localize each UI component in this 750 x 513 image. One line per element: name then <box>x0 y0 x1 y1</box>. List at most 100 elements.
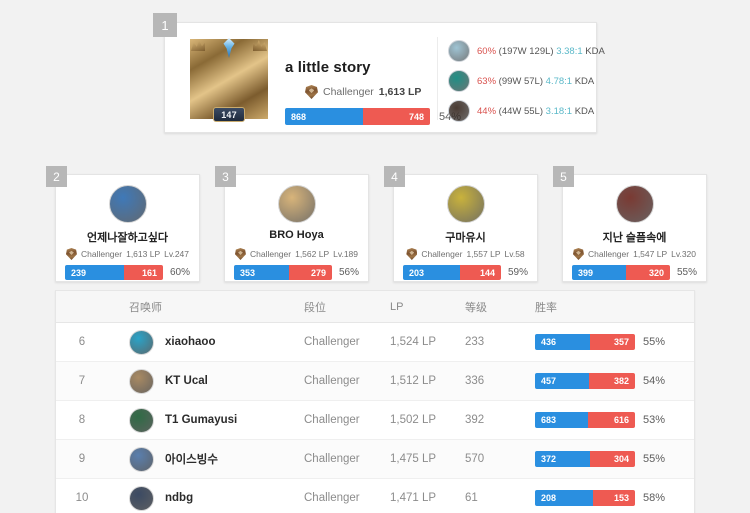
summoner-name[interactable]: a little story <box>285 59 371 76</box>
avatar[interactable] <box>129 329 154 355</box>
champion-kda-label: KDA <box>582 45 605 57</box>
tier-label: Challenger <box>587 249 630 259</box>
header-tier[interactable]: 段位 <box>304 301 326 314</box>
win-loss-bar: 399 320 <box>572 265 670 280</box>
champion-icon[interactable] <box>448 40 470 62</box>
avatar[interactable] <box>129 407 154 433</box>
summoner-name[interactable]: T1 Gumayusi <box>165 414 238 426</box>
winrate-percent: 59% <box>507 267 528 278</box>
level-value: Lv.189 <box>333 249 359 259</box>
rank-3-card[interactable]: 3 BRO Hoya Challenger 1,562 LP Lv.189 353 279 5… <box>215 166 369 282</box>
frame-ornament-left-icon <box>191 40 205 51</box>
lp-value: 1,547 LP <box>633 249 668 259</box>
cell-summoner[interactable]: 아이스빙수 <box>108 446 304 472</box>
champion-icon[interactable] <box>448 70 470 92</box>
summoner-name[interactable]: 아이스빙수 <box>165 454 218 466</box>
wins-segment: 399 <box>572 265 627 280</box>
win-loss-bar: 239 161 <box>65 265 163 280</box>
cell-rank: 8 <box>78 414 86 426</box>
cell-level: 570 <box>465 453 485 465</box>
cell-summoner[interactable]: KT Ucal <box>108 368 304 394</box>
cell-summoner[interactable]: xiaohaoo <box>108 329 304 355</box>
cell-level: 392 <box>465 414 485 426</box>
avatar[interactable] <box>615 185 654 223</box>
wins-segment: 868 <box>285 108 363 125</box>
challenger-emblem-icon <box>234 248 246 260</box>
cell-level: 233 <box>465 336 485 348</box>
winrate-percent: 56% <box>338 267 359 278</box>
winrate-percent: 60% <box>169 267 190 278</box>
winrate-percent: 58% <box>643 492 666 504</box>
winrate-bar-row: 353 279 56% <box>234 265 359 280</box>
winrate-bar-row: 868 748 54% <box>285 108 461 125</box>
tier-line: Challenger 1,613 LP <box>305 85 421 99</box>
level-value: Lv.320 <box>671 249 697 259</box>
champion-stat-text: 63% (99W 57L) 4.78:1 KDA <box>477 76 594 87</box>
wins-segment: 353 <box>234 265 289 280</box>
summoner-name[interactable]: BRO Hoya <box>269 229 324 241</box>
table-row[interactable]: 7 KT Ucal Challenger 1,512 LP 336 457 382 54% <box>56 362 694 401</box>
header-summoner[interactable]: 召唤师 <box>129 301 162 314</box>
table-row[interactable]: 8 T1 Gumayusi Challenger 1,502 LP 392 683 616 5… <box>56 401 694 440</box>
cell-tier: Challenger <box>304 453 360 465</box>
champion-winrate: 44% <box>477 105 497 117</box>
summoner-name[interactable]: 지난 슬픔속에 <box>602 232 667 244</box>
lp-value: 1,557 LP <box>466 249 501 259</box>
champion-stat-text: 60% (197W 129L) 3.38:1 KDA <box>477 46 605 57</box>
level-badge: 147 <box>213 107 245 122</box>
avatar[interactable] <box>108 185 147 223</box>
summoner-name[interactable]: xiaohaoo <box>165 336 216 348</box>
header-winrate[interactable]: 胜率 <box>535 301 557 314</box>
losses-segment: 382 <box>589 373 635 389</box>
summoner-name[interactable]: 구마유시 <box>445 232 486 244</box>
rank-4-card[interactable]: 4 구마유시 Challenger 1,557 LP Lv.58 203 144 59% <box>384 166 538 282</box>
table-row[interactable]: 9 아이스빙수 Challenger 1,475 LP 570 372 304 55% <box>56 440 694 479</box>
tier-label: Challenger <box>249 249 292 259</box>
avatar[interactable] <box>129 485 154 511</box>
tier-line: Challenger 1,562 LP Lv.189 <box>225 248 368 260</box>
avatar[interactable] <box>129 368 154 394</box>
lp-value: 1,562 LP <box>295 249 330 259</box>
cell-rank: 10 <box>75 492 89 504</box>
champion-stat-row: 63% (99W 57L) 4.78:1 KDA <box>448 70 605 92</box>
cell-rank: 7 <box>78 375 86 387</box>
header-level[interactable]: 等级 <box>465 301 487 314</box>
rank-badge: 1 <box>153 13 177 37</box>
level-value: Lv.58 <box>504 249 525 259</box>
rank-2-card[interactable]: 2 언제나잘하고싶다 Challenger 1,613 LP Lv.247 239 161 6… <box>46 166 200 282</box>
avatar[interactable] <box>446 185 485 223</box>
avatar[interactable] <box>277 185 316 223</box>
tier-label: Challenger <box>421 249 463 259</box>
wins-segment: 208 <box>535 490 593 506</box>
win-loss-bar: 208 153 <box>535 490 635 506</box>
leaderboard-table: 召唤师 段位 LP 等级 胜率 6 xiaohaoo Challenger 1,524… <box>55 290 695 513</box>
summoner-name[interactable]: KT Ucal <box>165 375 208 387</box>
cell-tier: Challenger <box>304 375 360 387</box>
table-row[interactable]: 10 ndbg Challenger 1,471 LP 61 208 153 58% <box>56 479 694 513</box>
rank-badge: 3 <box>215 166 236 187</box>
avatar[interactable]: 147 <box>190 38 268 122</box>
summoner-name[interactable]: ndbg <box>165 492 194 504</box>
summoner-name[interactable]: 언제나잘하고싶다 <box>87 232 168 244</box>
win-loss-bar: 683 616 <box>535 412 635 428</box>
table-row[interactable]: 6 xiaohaoo Challenger 1,524 LP 233 436 357 55% <box>56 323 694 362</box>
lp-value: 1,613 LP <box>126 249 161 259</box>
avatar[interactable] <box>129 446 154 472</box>
cell-summoner[interactable]: ndbg <box>108 485 304 511</box>
rank-badge: 4 <box>384 166 405 187</box>
win-loss-bar: 372 304 <box>535 451 635 467</box>
cell-level: 61 <box>465 492 478 504</box>
rank-badge: 2 <box>46 166 67 187</box>
rank-1-card[interactable]: 1 147 a little story Challenger 1,613 LP… <box>153 13 605 133</box>
wins-segment: 436 <box>535 334 590 350</box>
rank-5-card[interactable]: 5 지난 슬픔속에 Challenger 1,547 LP Lv.320 399 320 55… <box>553 166 707 282</box>
cell-summoner[interactable]: T1 Gumayusi <box>108 407 304 433</box>
champion-stat-text: 44% (44W 55L) 3.18:1 KDA <box>477 106 594 117</box>
tier-line: Challenger 1,547 LP Lv.320 <box>563 248 706 260</box>
wins-segment: 203 <box>403 265 461 280</box>
champion-icon[interactable] <box>448 100 470 122</box>
cell-lp: 1,524 LP <box>390 336 437 348</box>
winrate-bar-row: 399 320 55% <box>572 265 697 280</box>
cell-lp: 1,502 LP <box>390 414 437 426</box>
header-lp[interactable]: LP <box>390 300 404 313</box>
